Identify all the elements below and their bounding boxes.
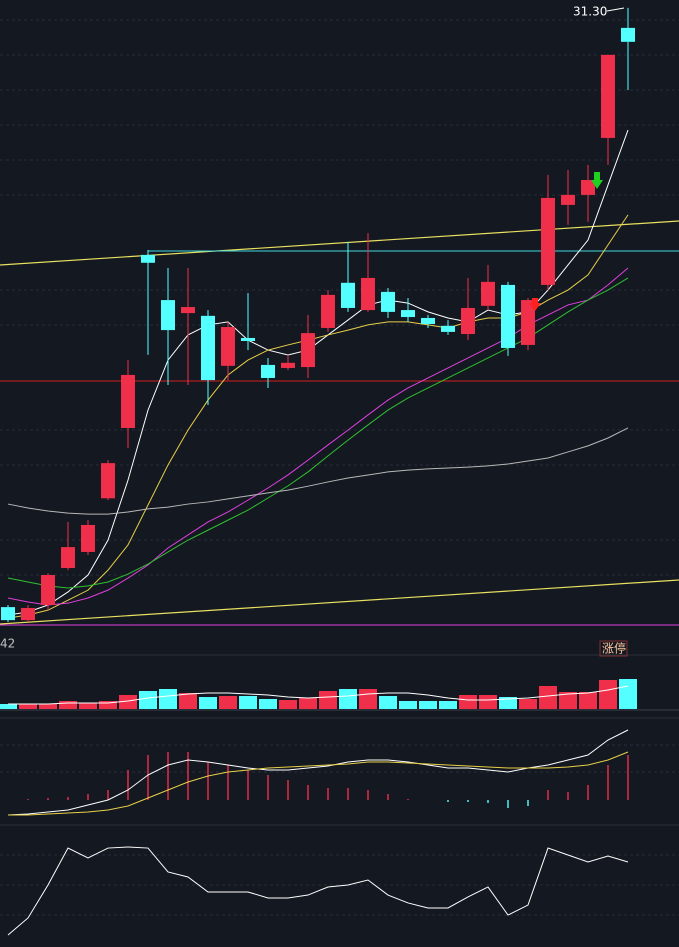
candle-body bbox=[441, 325, 455, 332]
candle-body bbox=[161, 300, 175, 331]
volume-bar bbox=[619, 679, 637, 709]
volume-bar bbox=[399, 701, 417, 709]
sell-signal bbox=[591, 172, 603, 189]
candle-body bbox=[101, 463, 115, 499]
volume-label: 42 bbox=[0, 637, 15, 651]
limit-up-badge: 涨停 bbox=[602, 641, 626, 656]
volume-bar bbox=[79, 703, 97, 709]
volume-bar bbox=[459, 695, 477, 709]
candle-body bbox=[581, 180, 595, 195]
macd-line bbox=[8, 751, 629, 816]
volume-bar bbox=[419, 701, 437, 709]
candle-body bbox=[401, 310, 415, 318]
candle-body bbox=[81, 524, 95, 552]
candle-body bbox=[381, 291, 395, 312]
volume-bar bbox=[579, 692, 597, 709]
buy-signal bbox=[529, 298, 541, 311]
macd-line bbox=[7, 729, 629, 816]
volume-bar bbox=[379, 696, 397, 709]
volume-bar bbox=[59, 701, 77, 709]
plot bbox=[0, 7, 637, 936]
candle-body bbox=[41, 574, 55, 605]
volume-bar bbox=[539, 686, 557, 709]
volume-bar bbox=[479, 695, 497, 709]
volume-bar bbox=[239, 696, 257, 709]
volume-bar bbox=[199, 697, 217, 709]
volume-bar bbox=[19, 704, 37, 709]
candle-body bbox=[1, 607, 15, 621]
candle-body bbox=[341, 282, 355, 308]
volume-bar bbox=[0, 704, 17, 709]
candle-body bbox=[221, 327, 235, 366]
volume-bar bbox=[299, 698, 317, 709]
volume-bar bbox=[439, 701, 457, 709]
indicator-line bbox=[7, 846, 629, 936]
grid bbox=[0, 19, 679, 916]
candle-body bbox=[541, 197, 555, 285]
moving-average bbox=[7, 214, 629, 619]
volume-bar bbox=[319, 691, 337, 709]
candle-body bbox=[621, 27, 635, 42]
candle-body bbox=[201, 315, 215, 381]
volume-bar bbox=[499, 697, 517, 709]
candle-body bbox=[121, 374, 135, 428]
candle-body bbox=[501, 284, 515, 348]
volume-bar bbox=[279, 700, 297, 709]
drawn-lines bbox=[0, 220, 679, 626]
badge-box bbox=[599, 640, 628, 657]
volume-bar bbox=[259, 699, 277, 709]
candle-body bbox=[241, 337, 255, 341]
candle-body bbox=[141, 254, 155, 263]
candle-body bbox=[281, 362, 295, 368]
candle-body bbox=[361, 277, 375, 311]
candle-body bbox=[521, 300, 535, 345]
volume-bar bbox=[519, 699, 537, 709]
moving-average bbox=[7, 129, 629, 616]
candle-body bbox=[181, 307, 195, 314]
candle-body bbox=[461, 307, 475, 335]
candle-body bbox=[421, 317, 435, 325]
volume-bar bbox=[179, 693, 197, 709]
candle-body bbox=[261, 364, 275, 378]
candle-body bbox=[481, 281, 495, 306]
volume-bar bbox=[139, 691, 157, 709]
high-label: 31.30 bbox=[573, 5, 607, 19]
volume-bar bbox=[119, 695, 137, 709]
pointer-line bbox=[606, 7, 625, 12]
volume-bar bbox=[359, 689, 377, 709]
volume-average bbox=[8, 685, 629, 705]
candle-body bbox=[61, 547, 75, 569]
volume-bar bbox=[219, 696, 237, 709]
volume-bar bbox=[39, 704, 57, 709]
volume-bar bbox=[339, 689, 357, 709]
volume-bar bbox=[599, 680, 617, 709]
candle-body bbox=[561, 194, 575, 205]
candle-body bbox=[321, 294, 335, 328]
volume-bar bbox=[99, 701, 117, 709]
candle-body bbox=[601, 54, 615, 138]
volume-bar bbox=[159, 689, 177, 709]
candle-body bbox=[301, 333, 315, 368]
volume-bar bbox=[559, 692, 577, 709]
candle-body bbox=[21, 608, 35, 621]
moving-average bbox=[7, 427, 629, 515]
